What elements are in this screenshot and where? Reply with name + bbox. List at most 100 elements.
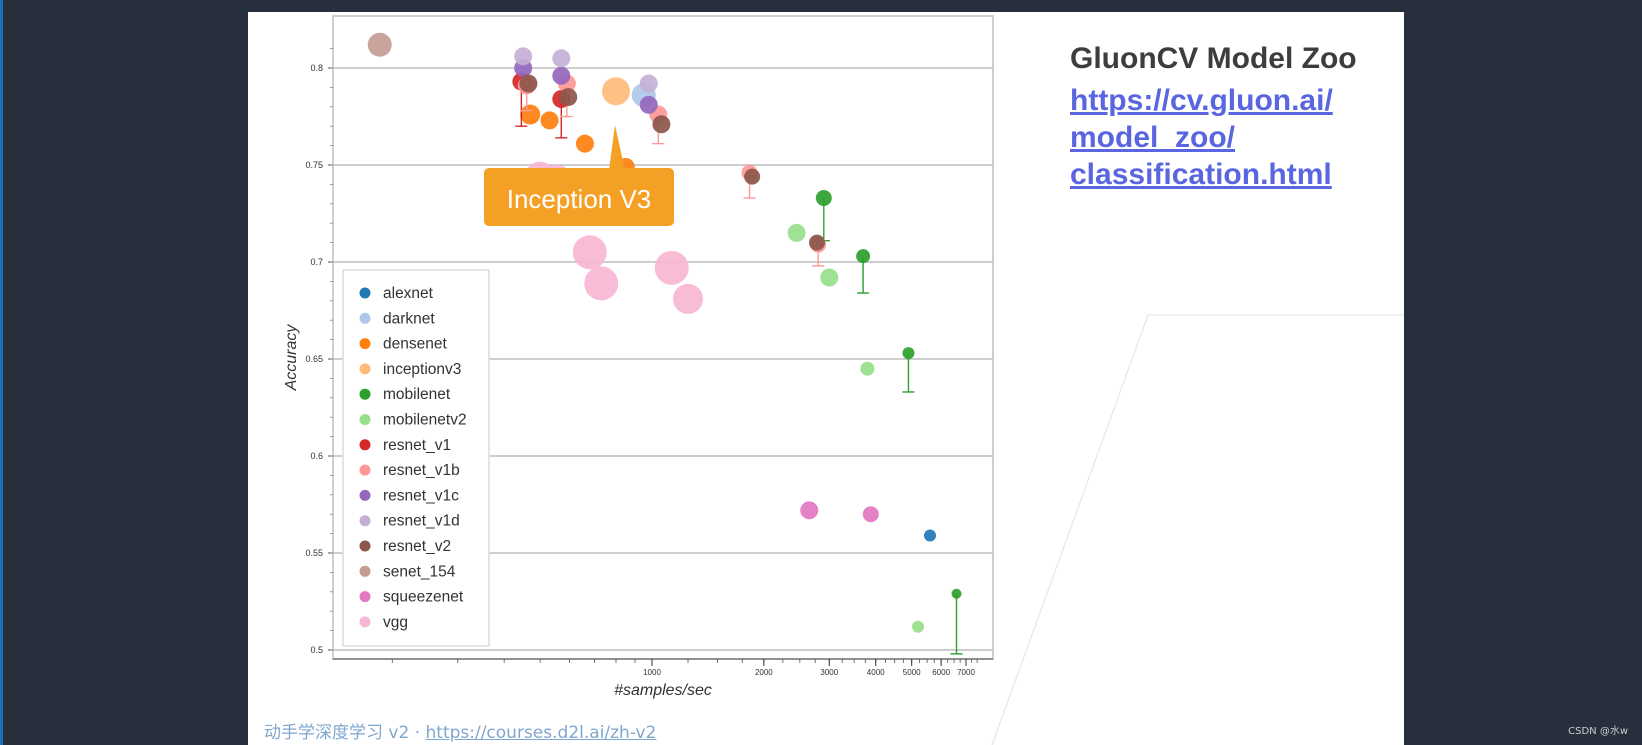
legend-label: resnet_v1b	[383, 462, 460, 479]
watermark: CSDN @水w	[1568, 726, 1628, 737]
data-point	[540, 111, 559, 130]
legend-label: vgg	[383, 614, 408, 631]
data-point	[520, 104, 541, 125]
data-point	[367, 32, 392, 57]
data-point	[808, 234, 825, 251]
y-tick-label: 0.8	[310, 63, 323, 73]
series-mobilenetv2	[787, 223, 925, 633]
legend-item-senet-154: senet_154	[359, 563, 456, 580]
callout-pointer	[608, 125, 625, 170]
legend-label: senet_154	[383, 563, 456, 580]
window-edge	[0, 0, 3, 745]
legend-marker	[359, 287, 371, 299]
legend-label: mobilenet	[383, 386, 451, 403]
footer-link[interactable]: https://courses.d2l.ai/zh-v2	[425, 723, 657, 743]
y-tick-label: 0.75	[305, 160, 323, 170]
legend-marker	[359, 414, 371, 425]
legend-label: mobilenetv2	[383, 412, 467, 429]
legend-label: resnet_v1d	[383, 513, 460, 530]
legend-label: resnet_v2	[383, 538, 451, 555]
data-point	[572, 235, 607, 270]
legend-item-resnet-v1: resnet_v1	[359, 437, 451, 454]
legend-item-resnet-v2: resnet_v2	[359, 538, 451, 555]
legend-marker	[359, 464, 371, 476]
legend-label: resnet_v1	[383, 437, 451, 454]
series-inceptionv3	[601, 77, 630, 106]
legend-label: resnet_v1c	[383, 487, 459, 504]
data-point	[787, 223, 806, 242]
series-mobilenet	[815, 189, 963, 655]
model-zoo-link[interactable]: https://cv.gluon.ai/ model_zoo/ classifi…	[1070, 82, 1333, 193]
series-senet-154	[367, 32, 392, 57]
link-line-1[interactable]: https://cv.gluon.ai/	[1070, 84, 1333, 117]
legend-item-squeezenet: squeezenet	[359, 589, 464, 606]
data-point	[514, 47, 533, 66]
x-tick-label: 7000	[957, 668, 975, 677]
data-point	[639, 74, 658, 93]
data-point	[584, 266, 619, 301]
legend-marker	[359, 565, 371, 577]
x-tick-label: 3000	[820, 668, 838, 677]
data-point	[601, 77, 630, 106]
y-tick-label: 0.6	[310, 451, 323, 461]
data-point	[860, 361, 875, 376]
legend-marker	[359, 439, 371, 451]
data-point	[654, 250, 689, 285]
x-tick-label: 4000	[867, 668, 885, 677]
data-point	[856, 249, 871, 264]
legend-marker	[359, 489, 371, 501]
legend-marker	[359, 616, 371, 628]
data-point	[815, 189, 832, 206]
legend-label: densenet	[383, 336, 447, 353]
legend-label: inceptionv3	[383, 361, 461, 378]
data-point	[575, 134, 594, 153]
scatter-chart: 0.5 0.55 0.6 0.65 0.7 0.75 0.8 1000 2000 3000 4000…	[283, 15, 1404, 745]
legend-marker	[359, 540, 371, 552]
legend-marker	[359, 591, 371, 603]
legend-label: squeezenet	[383, 589, 464, 606]
series-squeezenet	[800, 501, 879, 523]
link-line-2[interactable]: model_zoo/	[1070, 121, 1236, 154]
y-axis-label: Accuracy	[283, 324, 300, 392]
data-point	[902, 347, 915, 360]
x-axis-label: #samples/sec	[614, 682, 712, 699]
legend-marker	[359, 312, 371, 324]
data-point	[519, 74, 538, 93]
x-tick-label: 6000	[932, 668, 950, 677]
data-point	[639, 95, 658, 114]
series-resnet-v1d	[514, 47, 658, 93]
x-tick-label: 5000	[903, 668, 921, 677]
x-tick-label: 1000	[643, 668, 661, 677]
data-point	[912, 620, 925, 633]
legend-item-vgg: vgg	[359, 614, 408, 631]
legend-item-densenet: densenet	[359, 336, 447, 353]
x-tick-label: 2000	[755, 668, 773, 677]
data-point	[744, 168, 761, 185]
legend-box	[342, 269, 490, 647]
y-tick-label: 0.65	[305, 354, 323, 364]
link-line-3[interactable]: classification.html	[1070, 158, 1332, 191]
legend-marker	[359, 338, 371, 350]
callout-box	[484, 168, 674, 226]
legend-item-inceptionv3: inceptionv3	[359, 361, 461, 378]
data-point	[862, 506, 879, 523]
legend-item-resnet-v1d: resnet_v1d	[359, 513, 460, 530]
data-point	[552, 49, 571, 68]
decorative-shape	[991, 314, 1404, 745]
data-point	[951, 588, 962, 599]
legend-item-mobilenet: mobilenet	[359, 386, 451, 403]
legend-label: alexnet	[383, 285, 434, 302]
legend-item-resnet-v1c: resnet_v1c	[359, 487, 459, 504]
data-point	[800, 501, 819, 520]
data-point	[552, 66, 571, 85]
legend-label: darknet	[383, 310, 435, 327]
y-tick-label: 0.7	[310, 257, 323, 267]
y-tick-label: 0.55	[305, 548, 323, 558]
legend-marker	[359, 388, 371, 400]
legend-item-mobilenetv2: mobilenetv2	[359, 412, 467, 429]
series-alexnet	[923, 529, 936, 542]
y-tick-label: 0.5	[310, 645, 323, 655]
legend-item-alexnet: alexnet	[359, 285, 434, 302]
legend: alexnet darknet densenet inceptionv3 mobilen…	[342, 269, 490, 647]
series-resnet-v2	[519, 74, 825, 251]
